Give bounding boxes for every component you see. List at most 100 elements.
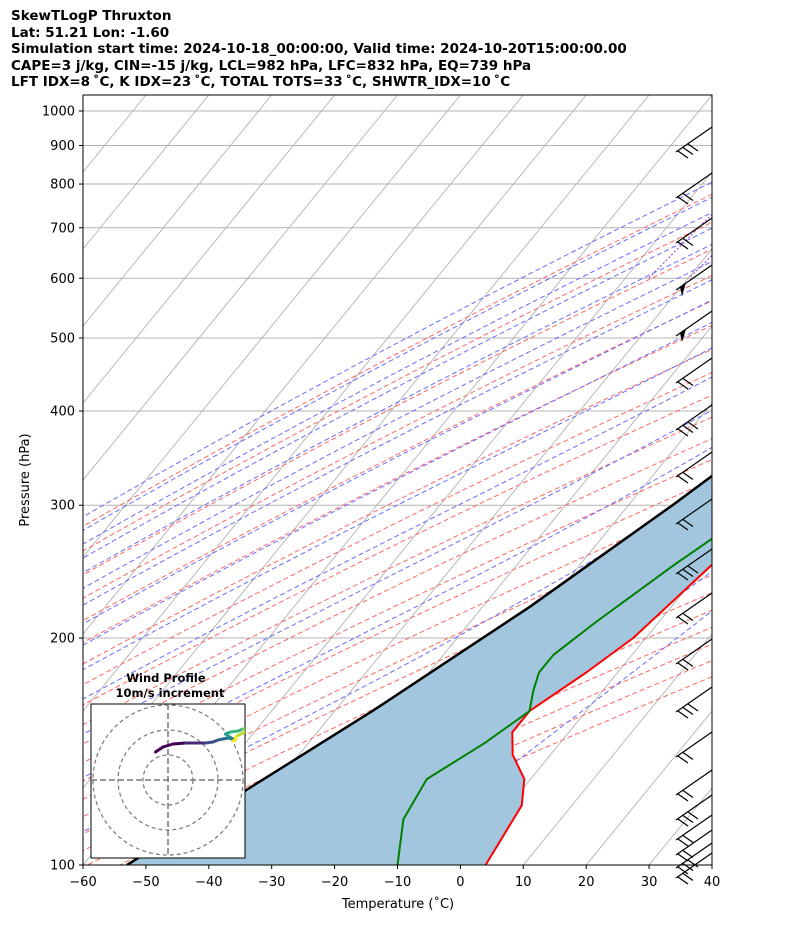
isotherm-line xyxy=(460,556,712,865)
x-tick-label: 0 xyxy=(456,875,464,890)
isotherm-line xyxy=(83,95,210,250)
dewpoint-line xyxy=(396,537,712,865)
wind-barb-tick xyxy=(677,866,689,875)
dry-adiabat-line xyxy=(83,372,712,686)
isotherm-line xyxy=(711,864,712,865)
wind-barb-tick xyxy=(682,752,694,760)
wind-barb-tick xyxy=(687,565,699,574)
wind-barb xyxy=(675,638,713,671)
x-tick-label: −60 xyxy=(69,875,96,890)
wind-barb-staff xyxy=(675,842,713,869)
wind-barb-tick xyxy=(682,238,694,246)
wind-barb-tick xyxy=(687,811,699,820)
wind-barb-flag xyxy=(680,283,686,296)
mixing-ratio-line xyxy=(688,254,712,279)
y-tick-label: 600 xyxy=(50,272,75,287)
y-tick-label: 500 xyxy=(50,331,75,346)
wind-barb xyxy=(675,686,713,719)
chart-title: SkewTLogP Thruxton xyxy=(11,8,172,24)
y-tick-label: 200 xyxy=(50,632,75,647)
hodograph-title: Wind Profile xyxy=(126,671,206,685)
wind-barb-staff xyxy=(675,638,713,665)
isotherm-line xyxy=(775,95,794,865)
moist-adiabat-line xyxy=(83,321,712,646)
wind-barb xyxy=(675,548,713,581)
wind-barb-tick xyxy=(682,815,694,823)
hodograph-plot xyxy=(91,704,245,858)
wind-barb-staff xyxy=(675,404,713,431)
dry-adiabat-line xyxy=(83,348,712,665)
wind-barb-tick xyxy=(682,147,694,155)
isotherm-line xyxy=(83,95,273,327)
wind-barb-staff xyxy=(675,217,713,244)
wind-barb-tick xyxy=(682,425,694,433)
wind-barb-tick xyxy=(677,793,689,802)
moist-adiabat-line xyxy=(83,260,712,589)
wind-barb-tick xyxy=(682,835,694,843)
dry-adiabat-line xyxy=(83,274,712,599)
wind-barb-tick xyxy=(677,241,689,250)
x-tick-label: 30 xyxy=(641,875,658,890)
y-axis-label: Pressure (hPa) xyxy=(18,433,33,526)
wind-barb-tick xyxy=(682,472,694,480)
x-tick-label: −10 xyxy=(384,875,411,890)
dry-adiabat-line xyxy=(83,300,712,622)
dry-adiabat-line xyxy=(83,193,712,527)
wind-barb xyxy=(675,451,713,484)
wind-barb-staff xyxy=(675,592,713,619)
wind-barb xyxy=(675,731,713,764)
x-tick-label: 20 xyxy=(578,875,595,890)
location-line: Lat: 51.21 Lon: -1.60 xyxy=(11,24,170,41)
temperature-line xyxy=(484,563,712,865)
wind-barb-tick xyxy=(677,818,689,827)
isotherm-line xyxy=(648,787,712,865)
wind-barb xyxy=(675,829,713,862)
moist-adiabat-line xyxy=(83,376,712,700)
hodograph-segment xyxy=(231,738,237,743)
y-tick-label: 1000 xyxy=(42,104,75,119)
x-tick-label: −40 xyxy=(195,875,222,890)
isotherm-line xyxy=(522,633,712,865)
wind-barb xyxy=(675,814,713,847)
wind-barb-tick xyxy=(682,659,694,667)
wind-barb-tick xyxy=(682,193,694,201)
y-tick-label: 100 xyxy=(50,859,75,874)
y-tick-label: 400 xyxy=(50,405,75,420)
dry-adiabat-line xyxy=(83,499,712,800)
wind-barb-tick xyxy=(677,381,689,390)
wind-barb xyxy=(675,404,713,437)
wind-barb-tick xyxy=(677,522,689,531)
wind-barb-tick xyxy=(677,710,689,719)
x-tick-label: 10 xyxy=(515,875,532,890)
moist-adiabat-line xyxy=(83,243,712,574)
wind-barb-tick xyxy=(677,838,689,847)
wind-barb-tick xyxy=(677,475,689,484)
wind-barb xyxy=(675,769,713,802)
wind-barb-tick xyxy=(682,569,694,577)
wind-barb-tick xyxy=(677,755,689,764)
wind-barb xyxy=(675,172,713,205)
wind-barb-staff xyxy=(675,357,713,384)
hodograph-segment xyxy=(161,742,175,749)
x-axis-label: Temperature (˚C) xyxy=(341,896,454,912)
x-tick-label: 40 xyxy=(704,875,721,890)
wind-barb-tick xyxy=(682,850,694,858)
wind-barb xyxy=(675,126,713,159)
wind-barb-staff xyxy=(675,769,713,796)
wind-barb-tick xyxy=(687,143,699,152)
mixing-ratio-line xyxy=(648,213,712,279)
dry-adiabat-line xyxy=(83,394,712,706)
wind-barb-tick xyxy=(687,703,699,712)
wind-barb-tick xyxy=(677,662,689,671)
moist-adiabat-line xyxy=(83,227,712,559)
wind-barb-tick xyxy=(687,421,699,430)
wind-barb-staff xyxy=(675,172,713,199)
hodograph-segment xyxy=(154,745,165,754)
wind-barb xyxy=(675,264,713,296)
dry-adiabat-line xyxy=(83,458,712,764)
y-tick-label: 300 xyxy=(50,499,75,514)
wind-barb xyxy=(675,842,713,875)
wind-barb xyxy=(675,498,713,531)
isotherm-line xyxy=(83,95,524,635)
